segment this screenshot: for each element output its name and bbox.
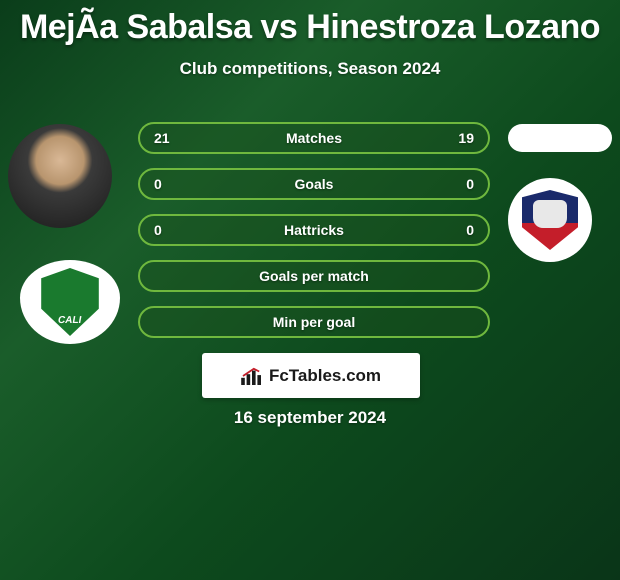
stat-label: Goals per match (184, 268, 444, 284)
stat-left-value: 0 (154, 176, 184, 192)
stats-column: 21Matches190Goals00Hattricks0Goals per m… (138, 122, 490, 338)
player-right-avatar (508, 124, 612, 152)
stat-label: Min per goal (184, 314, 444, 330)
stat-right-value: 19 (444, 130, 474, 146)
badge-right-mask (533, 200, 567, 228)
stat-label: Hattricks (184, 222, 444, 238)
player-left-club-badge: CALI (20, 260, 120, 344)
stat-row-hattricks: 0Hattricks0 (138, 214, 490, 246)
chart-icon (241, 367, 263, 385)
badge-left-text: CALI (57, 315, 82, 326)
subtitle: Club competitions, Season 2024 (0, 59, 620, 79)
stat-left-value: 0 (154, 222, 184, 238)
stat-row-goals: 0Goals0 (138, 168, 490, 200)
stat-row-min-per-goal: Min per goal (138, 306, 490, 338)
player-left-avatar (8, 124, 112, 228)
stat-label: Matches (184, 130, 444, 146)
stat-label: Goals (184, 176, 444, 192)
stat-row-goals-per-match: Goals per match (138, 260, 490, 292)
page-title: MejÃ­a Sabalsa vs Hinestroza Lozano (0, 0, 620, 47)
stat-right-value: 0 (444, 222, 474, 238)
watermark-text: FcTables.com (269, 366, 381, 386)
stat-left-value: 21 (154, 130, 184, 146)
player-right-club-badge (508, 178, 592, 262)
badge-left-shield: CALI (38, 268, 102, 336)
date-text: 16 september 2024 (0, 408, 620, 428)
stat-right-value: 0 (444, 176, 474, 192)
stat-row-matches: 21Matches19 (138, 122, 490, 154)
watermark: FcTables.com (202, 353, 420, 398)
badge-right-shield (522, 190, 578, 250)
